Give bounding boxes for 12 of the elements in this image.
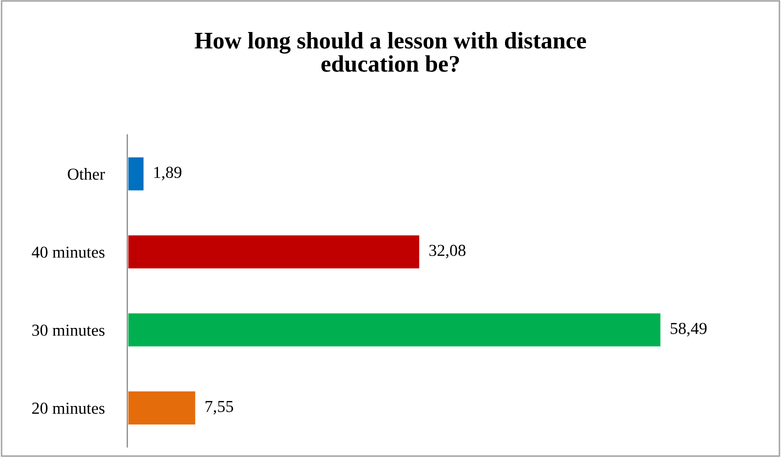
data-label: 32,08	[429, 244, 466, 258]
y-tick-label: 40 minutes	[32, 246, 104, 258]
bar	[127, 155, 146, 192]
bar	[127, 311, 662, 348]
data-label: 7,55	[206, 401, 234, 414]
data-label: 58,49	[670, 322, 707, 336]
y-tick-label: 30 minutes	[32, 324, 104, 336]
y-tick-label: Other	[68, 168, 105, 180]
data-label: 1,89	[154, 166, 182, 180]
bar	[127, 233, 422, 270]
y-tick-label: 20 minutes	[32, 402, 104, 414]
chart-title: How long should a lesson with distance education be?	[194, 32, 586, 72]
